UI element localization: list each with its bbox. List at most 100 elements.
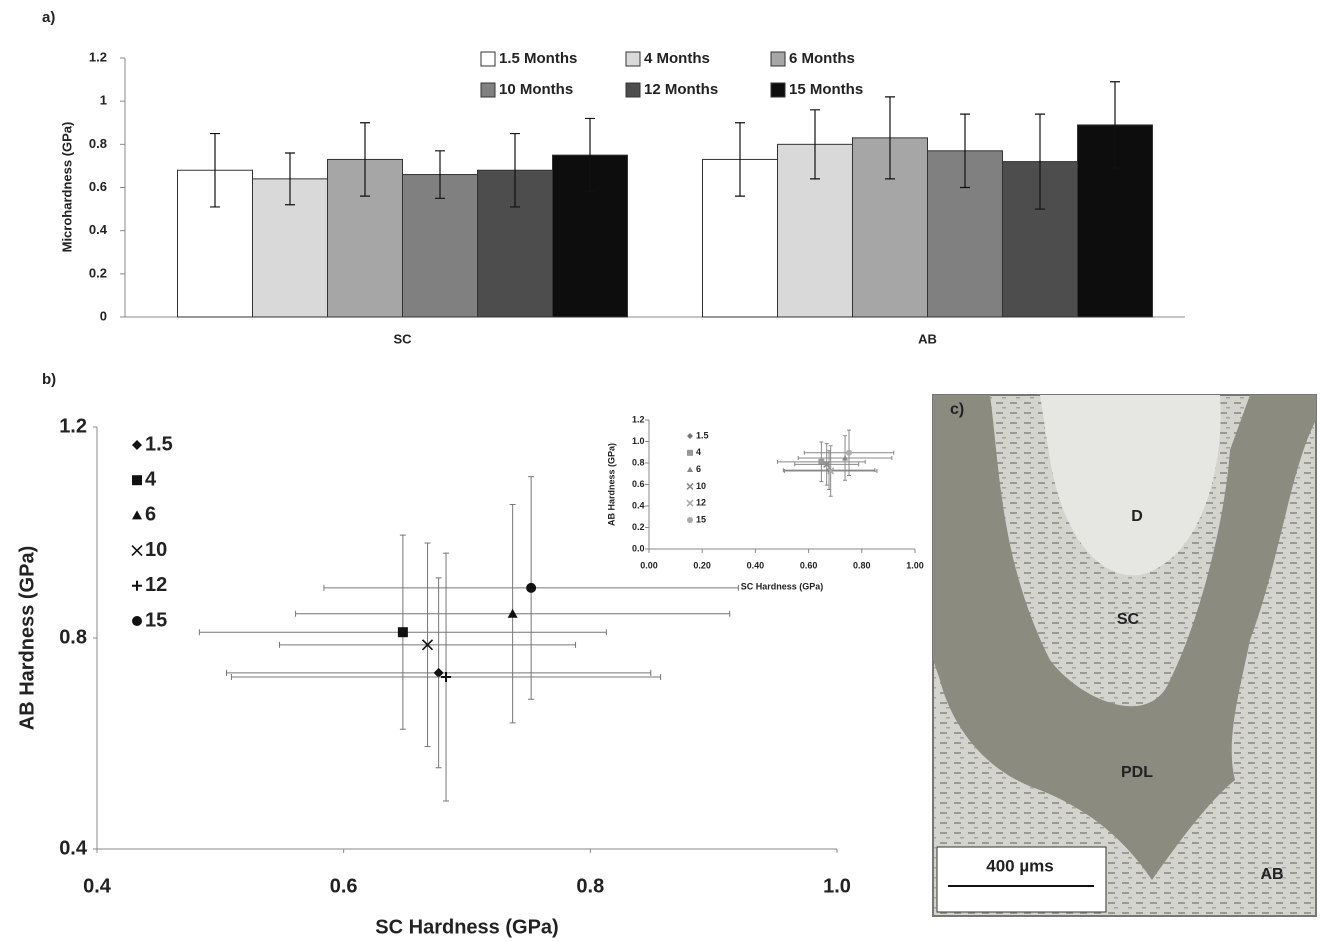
- error-bar: [885, 96, 895, 180]
- bar: [177, 169, 253, 318]
- y-tick-label: 1.2: [59, 415, 87, 437]
- legend-label: 10 Months: [499, 81, 573, 98]
- error-bar: [810, 109, 820, 180]
- legend-swatch: [480, 51, 496, 67]
- legend-swatch: [770, 82, 786, 98]
- legend-label: 4 Months: [644, 50, 710, 67]
- marker: [433, 667, 444, 678]
- marker: [827, 467, 835, 475]
- error-bar: [960, 113, 970, 189]
- legend-label: 6: [696, 464, 701, 474]
- region-label: D: [1131, 508, 1143, 525]
- marker: [507, 608, 518, 618]
- x-axis-title: SC Hardness (GPa): [741, 581, 824, 591]
- marker: [686, 482, 694, 490]
- y-tick-label: 1: [100, 93, 107, 108]
- marker: [846, 449, 853, 456]
- legend-label: 6 Months: [789, 50, 855, 67]
- legend-label: 15: [145, 609, 167, 631]
- error-bar: [510, 132, 520, 208]
- y-tick-label: 0.6: [89, 179, 107, 194]
- x-tick-label: 0.00: [640, 560, 658, 570]
- y-tick-label: 0.4: [632, 500, 645, 510]
- micrograph: 400 µms c) D SC PDL AB: [932, 394, 1317, 917]
- panel-label: b): [42, 371, 56, 388]
- x-tick-label: 0.40: [747, 560, 765, 570]
- region-label: SC: [1117, 611, 1140, 628]
- marker: [132, 475, 142, 486]
- y-tick-label: 1.0: [632, 436, 645, 446]
- y-tick-label: 0.6: [632, 479, 645, 489]
- legend-label: 12 Months: [644, 81, 718, 98]
- error-bar: [1110, 81, 1120, 169]
- marker: [842, 455, 849, 461]
- marker: [823, 460, 831, 468]
- x-tick-label: SC: [393, 331, 412, 346]
- y-tick-label: 0.2: [89, 265, 107, 280]
- legend-label: 10: [696, 481, 706, 491]
- y-tick-label: 0.2: [632, 522, 645, 532]
- legend-label: 12: [696, 498, 706, 508]
- y-tick-label: 0.8: [632, 457, 645, 467]
- panel-label: c): [950, 401, 964, 418]
- marker: [131, 545, 143, 557]
- x-tick-label: AB: [918, 331, 937, 346]
- x-tick-label: 1.00: [906, 560, 924, 570]
- legend-label: 4: [696, 447, 701, 457]
- marker: [687, 466, 693, 472]
- y-axis-title: AB Hardness (GPa): [606, 443, 616, 526]
- y-tick-label: 0.4: [59, 837, 88, 859]
- legend-label: 6: [145, 504, 156, 526]
- marker: [132, 616, 142, 626]
- y-tick-label: 0: [100, 308, 107, 323]
- panel-label: a): [42, 9, 55, 26]
- legend-swatch: [625, 51, 641, 67]
- legend-label: 15 Months: [789, 81, 863, 98]
- legend-label: 4: [145, 468, 157, 490]
- y-axis-title: Microhardness (GPa): [59, 122, 74, 253]
- y-tick-label: 1.2: [89, 49, 107, 64]
- x-tick-label: 0.60: [800, 560, 818, 570]
- marker: [397, 627, 408, 638]
- marker: [687, 517, 693, 523]
- marker: [687, 433, 693, 439]
- y-tick-label: 1.2: [632, 414, 645, 424]
- marker: [818, 458, 825, 465]
- legend-swatch: [625, 82, 641, 98]
- error-bar: [360, 122, 370, 197]
- marker: [132, 580, 142, 591]
- legend-label: 1.5 Months: [499, 50, 577, 67]
- legend-label: 15: [696, 514, 706, 524]
- legend-label: 1.5: [145, 433, 173, 455]
- marker: [526, 582, 537, 593]
- error-bar: [585, 117, 595, 193]
- y-tick-label: 0.0: [632, 543, 645, 553]
- legend-label: 10: [145, 539, 167, 561]
- legend-swatch: [480, 82, 496, 98]
- error-bar: [1035, 113, 1045, 210]
- region-label: PDL: [1121, 764, 1153, 781]
- scale-bar-label: 400 µms: [986, 856, 1053, 875]
- x-tick-label: 0.8: [576, 875, 604, 897]
- y-axis-title: AB Hardness (GPa): [16, 546, 38, 731]
- marker: [132, 440, 142, 450]
- marker: [441, 672, 452, 683]
- x-tick-label: 0.6: [330, 875, 358, 897]
- x-tick-label: 1.0: [823, 875, 851, 897]
- error-bar: [435, 150, 445, 199]
- x-tick-label: 0.80: [853, 560, 871, 570]
- y-tick-label: 0.4: [89, 222, 108, 237]
- error-bar: [210, 132, 220, 208]
- y-tick-label: 0.8: [89, 136, 107, 151]
- legend-label: 1.5: [696, 430, 709, 440]
- region-label: AB: [1260, 866, 1283, 883]
- legend-label: 12: [145, 574, 167, 596]
- marker: [686, 499, 694, 507]
- legend-swatch: [770, 51, 786, 67]
- marker: [421, 639, 434, 651]
- error-bar: [735, 122, 745, 197]
- x-tick-label: 0.20: [693, 560, 711, 570]
- marker: [687, 449, 693, 456]
- marker: [132, 510, 142, 520]
